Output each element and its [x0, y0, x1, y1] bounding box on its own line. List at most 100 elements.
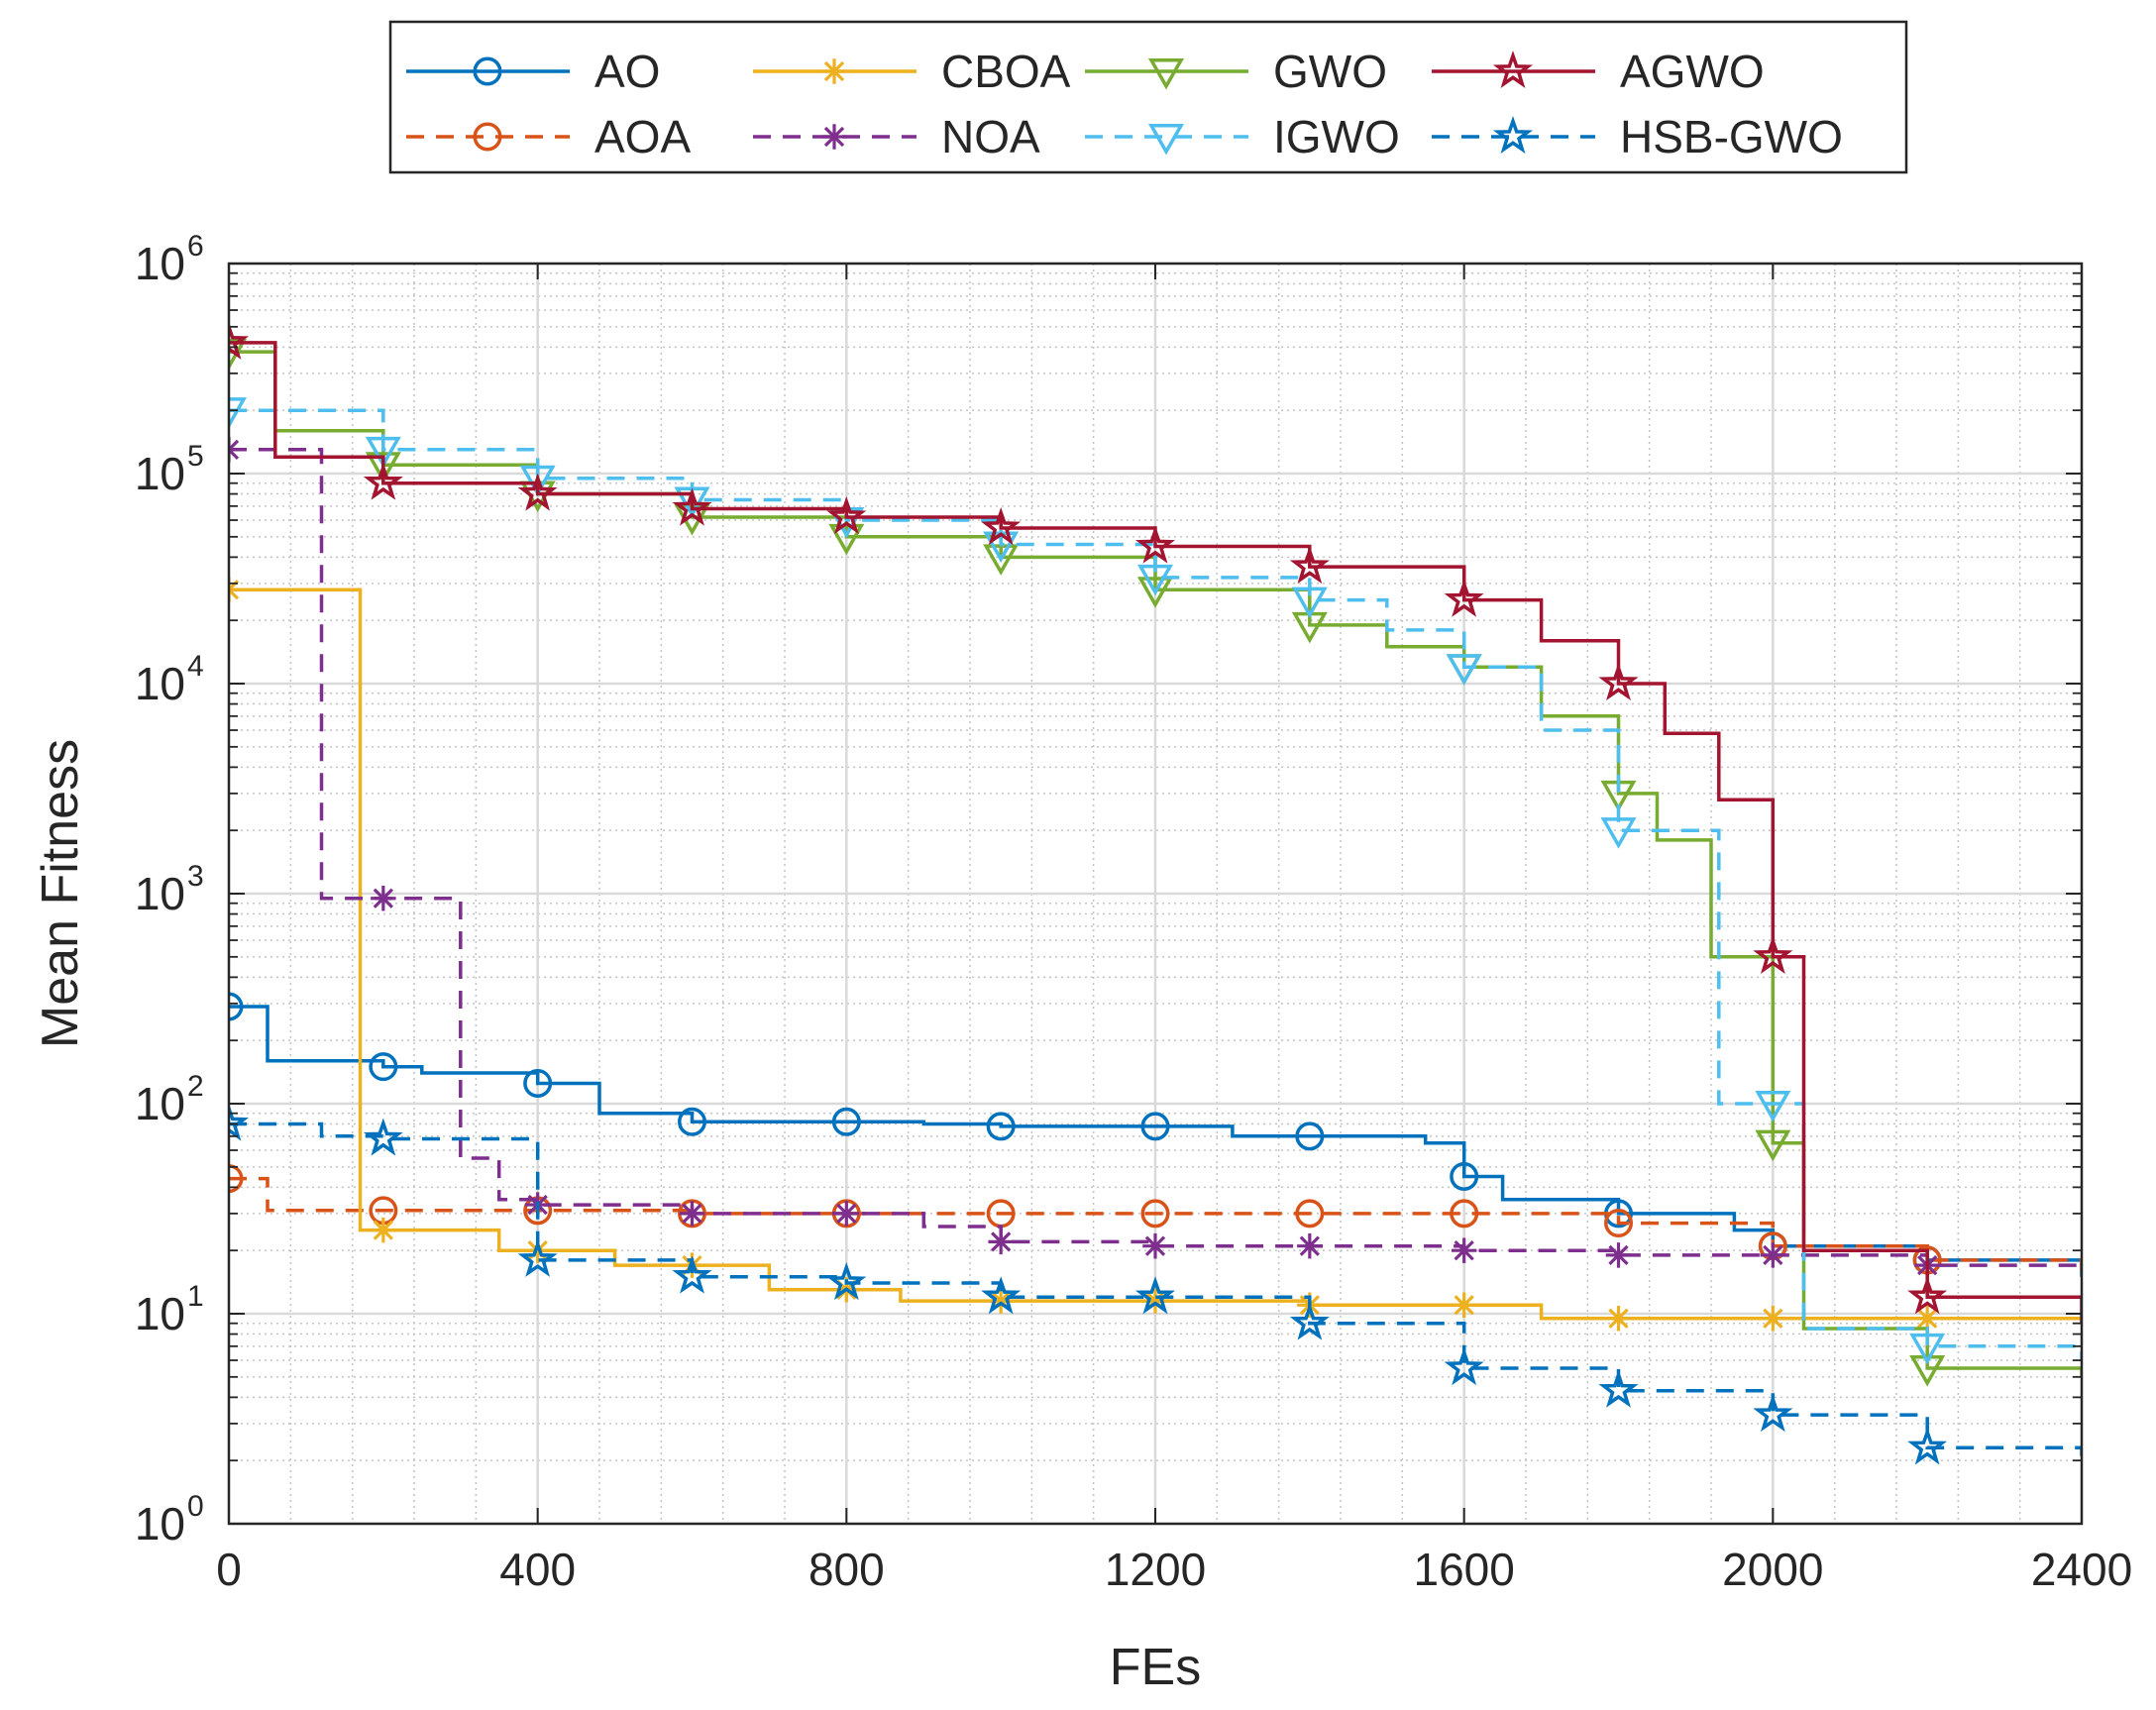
data-point	[826, 495, 867, 535]
data-point	[1909, 1333, 1946, 1365]
data-point	[1444, 579, 1484, 617]
data-point	[371, 885, 396, 911]
legend-item: NOA	[753, 111, 1040, 162]
data-point	[672, 487, 712, 526]
legend-box	[388, 20, 1908, 174]
series-line	[229, 408, 2082, 1360]
legend-marker	[1492, 115, 1534, 154]
data-point	[1755, 1129, 1791, 1162]
series-agwo	[229, 321, 2082, 1324]
series-line	[229, 1005, 2082, 1277]
x-tick-label: 2000	[1722, 1544, 1823, 1595]
series-line	[229, 1176, 2082, 1271]
data-point	[981, 1276, 1022, 1315]
data-point	[1444, 1346, 1484, 1386]
legend-item: IGWO	[1085, 111, 1400, 162]
data-point	[672, 1255, 712, 1294]
data-point	[519, 465, 556, 497]
legend-label: AGWO	[1620, 46, 1765, 97]
x-tick-labels: 0 400 800 1200 1600 2000 2400	[216, 1544, 2132, 1595]
data-point	[1598, 1369, 1639, 1408]
y-tick-label: 10	[135, 1288, 185, 1339]
data-point	[229, 1164, 244, 1194]
data-point	[826, 1261, 867, 1301]
y-tick-label: 10	[135, 238, 185, 289]
data-point	[1605, 1242, 1632, 1268]
y-tick-exponent: 1	[187, 1280, 204, 1313]
data-point	[1753, 935, 1793, 974]
y-tick-label: 10	[135, 868, 185, 919]
legend-label: GWO	[1273, 46, 1387, 97]
data-point	[369, 1052, 398, 1082]
series-line	[229, 448, 2082, 1271]
data-point	[229, 437, 242, 463]
y-tick-label: 10	[135, 1498, 185, 1550]
data-point	[1753, 1393, 1793, 1433]
y-tick-label: 10	[135, 448, 185, 499]
data-point	[833, 1201, 860, 1227]
legend-label: NOA	[941, 111, 1040, 162]
legend-marker	[473, 56, 502, 86]
data-point	[1605, 1305, 1632, 1332]
data-point	[1451, 1292, 1477, 1318]
data-point	[1142, 1232, 1168, 1259]
legend-item: CBOA	[753, 46, 1071, 97]
data-point	[1907, 1427, 1948, 1465]
y-tick-exponent: 6	[187, 230, 204, 263]
data-point	[1760, 1305, 1786, 1332]
x-tick-label: 0	[216, 1544, 242, 1595]
data-point	[1760, 1242, 1786, 1268]
data-point	[1136, 564, 1174, 596]
data-point	[1289, 1302, 1330, 1340]
legend-marker	[1147, 124, 1185, 156]
series-layer	[229, 321, 2082, 1465]
y-axis-label: Mean Fitness	[32, 739, 89, 1048]
data-point	[229, 397, 248, 429]
series-igwo	[229, 397, 2082, 1365]
y-tick-exponent: 2	[187, 1070, 204, 1103]
legend-item: GWO	[1085, 46, 1387, 97]
data-point	[1297, 1232, 1323, 1259]
data-point	[828, 523, 865, 556]
legend-item: AO	[406, 46, 660, 97]
legend-marker	[821, 124, 847, 150]
data-point	[1140, 1199, 1170, 1229]
y-tick-exponent: 3	[187, 860, 204, 893]
data-point	[1914, 1305, 1940, 1332]
data-point	[1295, 1122, 1325, 1151]
y-tick-label: 10	[135, 1078, 185, 1129]
y-tick-exponent: 5	[187, 440, 204, 473]
x-axis-label: FEs	[1110, 1639, 1201, 1696]
legend-label: AO	[594, 46, 660, 97]
data-point	[1136, 577, 1174, 608]
data-point	[1289, 545, 1330, 585]
legend-marker	[821, 58, 847, 84]
data-point	[523, 1068, 553, 1098]
data-point	[679, 1201, 705, 1227]
data-point	[517, 473, 558, 511]
data-point	[1600, 817, 1637, 849]
y-tick-exponent: 4	[187, 650, 204, 683]
data-point	[229, 992, 244, 1021]
legend-item: AGWO	[1432, 46, 1765, 97]
legend-marker	[1147, 58, 1185, 90]
legend-label: AOA	[594, 111, 691, 162]
series-hsb-gwo	[229, 1103, 2082, 1465]
series-noa	[229, 437, 2082, 1278]
data-point	[365, 452, 401, 483]
data-point	[1140, 1112, 1170, 1141]
data-point	[363, 1118, 403, 1156]
legend-marker	[1492, 50, 1534, 88]
data-point	[517, 1238, 558, 1277]
axis-ticks	[228, 263, 2083, 1525]
data-point	[1134, 1276, 1176, 1315]
data-point	[365, 436, 401, 469]
data-point	[1446, 654, 1482, 686]
legend-item: HSB-GWO	[1432, 111, 1843, 162]
x-tick-label: 1200	[1105, 1544, 1206, 1595]
legend-label: CBOA	[941, 46, 1071, 97]
data-point	[1451, 1237, 1477, 1263]
y-tick-exponent: 0	[187, 1490, 204, 1523]
